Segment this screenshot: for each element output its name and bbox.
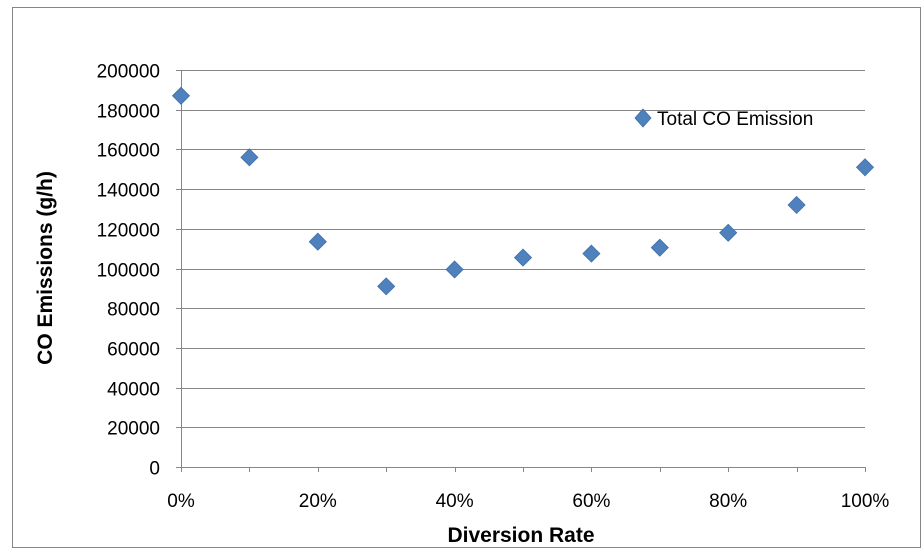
data-point bbox=[513, 248, 533, 267]
chart-border bbox=[12, 7, 921, 548]
x-tick-label: 80% bbox=[709, 491, 747, 512]
x-tick-labels: 0% 20% 40% 60% 80% 100% bbox=[167, 491, 889, 512]
y-tick-label: 0 bbox=[149, 459, 160, 480]
data-point bbox=[582, 244, 601, 263]
y-tick-label: 200000 bbox=[97, 62, 160, 83]
y-tick-label: 100000 bbox=[97, 261, 160, 282]
y-tick-label: 140000 bbox=[97, 181, 160, 202]
y-tick-label: 160000 bbox=[97, 141, 160, 162]
data-point bbox=[240, 148, 259, 167]
axes bbox=[176, 70, 866, 472]
data-point bbox=[719, 223, 738, 242]
data-point bbox=[377, 277, 396, 296]
y-tick-label: 120000 bbox=[97, 221, 160, 242]
data-point bbox=[445, 260, 464, 279]
y-tick-label: 80000 bbox=[107, 300, 160, 321]
x-tick-label: 40% bbox=[436, 491, 474, 512]
legend-marker-diamond-icon bbox=[634, 108, 652, 128]
legend-label: Total CO Emission bbox=[657, 109, 813, 130]
x-tick-label: 100% bbox=[841, 491, 890, 512]
data-point bbox=[855, 158, 875, 177]
gridlines bbox=[181, 70, 865, 428]
y-tick-label: 180000 bbox=[97, 102, 160, 123]
x-axis-title: Diversion Rate bbox=[447, 524, 594, 547]
data-point bbox=[308, 232, 327, 251]
data-point bbox=[787, 195, 806, 215]
x-tick-label: 60% bbox=[572, 491, 610, 512]
y-tick-label: 60000 bbox=[107, 340, 160, 361]
x-tick-label: 20% bbox=[299, 491, 337, 512]
data-point bbox=[171, 86, 191, 105]
y-axis-title: CO Emissions (g/h) bbox=[34, 171, 57, 365]
y-tick-label: 20000 bbox=[107, 419, 160, 440]
y-tick-labels: 0 20000 40000 60000 80000 100000 120000 140000 1… bbox=[97, 62, 160, 480]
y-tick-label: 40000 bbox=[107, 380, 160, 401]
legend: Total CO Emission bbox=[634, 108, 813, 130]
data-points bbox=[171, 86, 875, 296]
data-point bbox=[650, 238, 669, 257]
x-tick-label: 0% bbox=[167, 491, 195, 512]
